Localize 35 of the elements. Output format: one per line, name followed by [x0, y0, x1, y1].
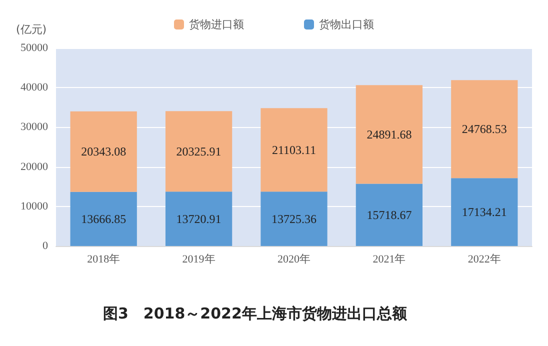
bar	[260, 108, 328, 192]
y-tick-label: 20000	[20, 160, 48, 173]
text: 图3 2018～2022年上海市货物进出口总额	[103, 304, 408, 322]
bar	[260, 192, 328, 246]
data-label: 24768.53	[462, 122, 507, 136]
data-label: 15718.67	[366, 208, 412, 222]
data-label: 13725.36	[272, 212, 316, 226]
bar	[165, 192, 232, 246]
bar	[356, 85, 423, 184]
y-tick-label: 0	[42, 240, 48, 252]
data-label: 13666.85	[81, 212, 126, 226]
x-tick-label: 2021年	[372, 254, 406, 266]
bar	[451, 80, 518, 178]
legend-label: 货物进口额	[189, 18, 244, 31]
x-tick-label: 2020年	[278, 254, 310, 266]
y-axis-title: (亿元)	[16, 23, 47, 36]
y-tick-label: 50000	[20, 42, 48, 54]
x-tick-label: 2018年	[87, 254, 120, 266]
bar	[70, 192, 137, 246]
data-label: 21103.11	[272, 142, 316, 157]
y-tick-label: 10000	[20, 200, 48, 212]
data-label: 17134.21	[462, 205, 507, 220]
data-label: 20325.91	[176, 144, 222, 158]
bar	[356, 184, 423, 246]
bar	[70, 111, 137, 192]
data-label: 13720.91	[176, 212, 222, 226]
bar	[451, 178, 518, 246]
legend-label: 货物出口额	[319, 18, 374, 31]
data-label: 24891.68	[366, 127, 412, 142]
y-tick-label: 30000	[20, 121, 48, 134]
y-tick-label: 40000	[20, 82, 48, 94]
x-tick-label: 2022年	[468, 254, 501, 266]
data-label: 20343.08	[81, 144, 126, 159]
x-tick-label: 2019年	[182, 254, 216, 266]
bar	[165, 111, 232, 192]
